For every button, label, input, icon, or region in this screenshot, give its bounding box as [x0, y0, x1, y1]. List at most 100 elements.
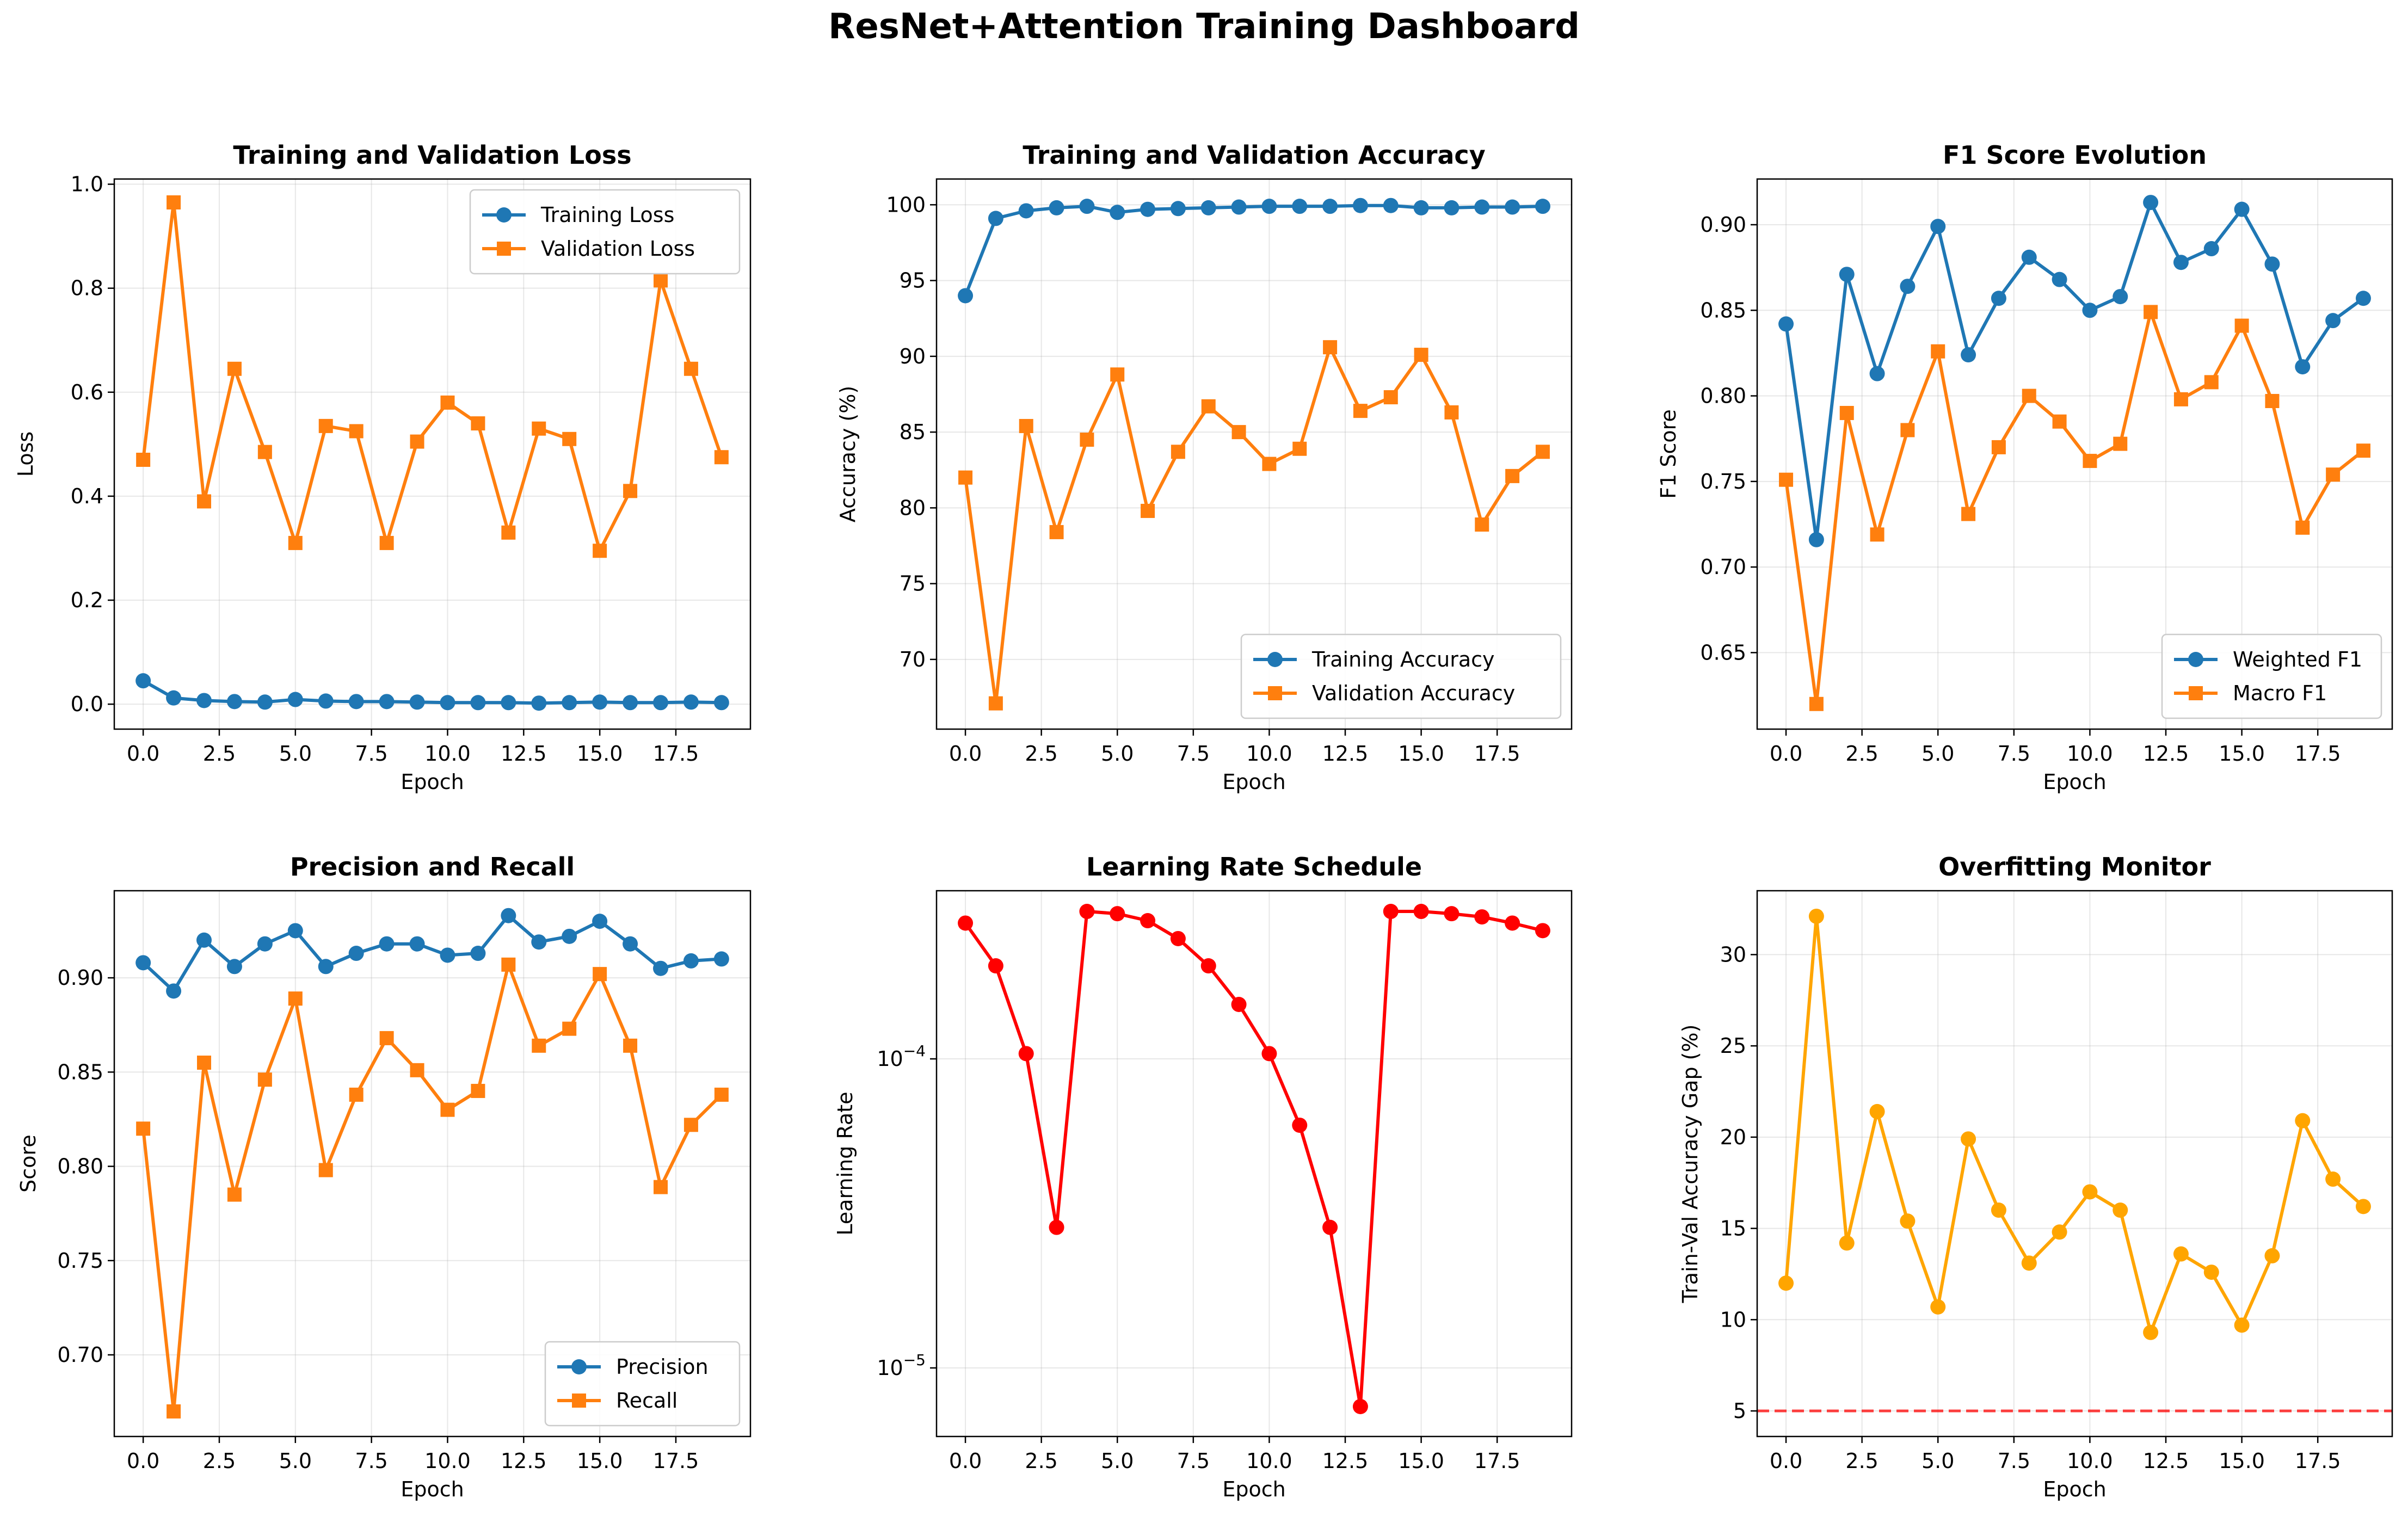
- data-point: [593, 967, 607, 982]
- y-tick-label: 0.90: [1700, 213, 1746, 237]
- y-tick-label: 10−5: [877, 1351, 926, 1380]
- axes-frame: [113, 178, 752, 730]
- x-tick-label: 10.0: [424, 1449, 471, 1473]
- data-point: [683, 1118, 698, 1132]
- data-point: [2326, 467, 2341, 482]
- chart-title: Training and Validation Loss: [233, 140, 631, 170]
- data-point: [1930, 219, 1946, 235]
- y-tick-label: 0.75: [1700, 470, 1746, 494]
- data-point: [1383, 904, 1399, 920]
- data-point: [2355, 291, 2371, 306]
- x-tick-label: 0.0: [127, 1449, 159, 1473]
- x-tick-label: 2.5: [1025, 1449, 1057, 1473]
- data-point: [1140, 913, 1156, 929]
- x-tick-label: 5.0: [1922, 1449, 1954, 1473]
- legend-box: [2161, 633, 2382, 719]
- data-point: [167, 1404, 181, 1419]
- y-tick-label: 30: [1720, 942, 1746, 966]
- legend-label: Precision: [616, 1355, 709, 1379]
- data-point: [988, 211, 1003, 226]
- data-point: [714, 450, 729, 465]
- axes-frame: [1756, 178, 2393, 730]
- data-point: [2144, 305, 2158, 319]
- x-tick-label: 0.0: [1770, 1449, 1802, 1473]
- data-point: [1778, 316, 1794, 332]
- data-point: [136, 453, 151, 467]
- x-tick-label: 2.5: [1025, 742, 1057, 766]
- data-point: [1931, 344, 1945, 359]
- data-point: [1808, 908, 1824, 924]
- data-point: [1322, 1219, 1338, 1235]
- y-tick-label: 0.8: [71, 276, 103, 300]
- data-point: [2083, 454, 2097, 468]
- data-point: [1200, 200, 1216, 215]
- data-point: [1900, 1213, 1916, 1229]
- x-tick-label: 2.5: [1845, 742, 1878, 766]
- series-line: [141, 201, 723, 553]
- chart-panel-3: 0.0 2.5 5.0 7.5 10.0 12.5 15.0 17.5 0.65 0.70 0.75…: [1656, 140, 2393, 794]
- data-point: [470, 946, 486, 961]
- x-tick-label: 7.5: [1998, 1449, 2030, 1473]
- series-line: [1784, 915, 2365, 1334]
- data-point: [2143, 195, 2159, 211]
- data-point: [1505, 468, 1520, 483]
- legend: Precision Recall: [544, 1341, 741, 1427]
- data-point: [2143, 1324, 2159, 1340]
- data-point: [1200, 958, 1216, 974]
- y-tick-label: 0.2: [71, 588, 103, 612]
- x-tick-label: 2.5: [203, 742, 236, 766]
- chart-panel-4: 0.0 2.5 5.0 7.5 10.0 12.5 15.0 17.5 0.70 0.75 0.80…: [16, 852, 752, 1501]
- x-tick-label: 0.0: [1770, 742, 1802, 766]
- data-point: [2052, 272, 2067, 287]
- data-point: [410, 434, 424, 449]
- data-point: [2203, 1265, 2219, 1280]
- data-point: [1049, 525, 1064, 539]
- data-point: [1018, 203, 1034, 219]
- x-tick-label: 5.0: [1101, 742, 1134, 766]
- data-point: [623, 936, 638, 952]
- data-point: [471, 416, 485, 431]
- x-tick-label: 15.0: [577, 742, 623, 766]
- data-point: [2173, 392, 2188, 406]
- y-tick-label: 15: [1720, 1217, 1746, 1241]
- data-point: [2204, 375, 2219, 390]
- data-point: [379, 936, 395, 952]
- chart-panel-2: 0.0 2.5 5.0 7.5 10.0 12.5 15.0 17.5 70 75 80 85 90 95…: [836, 140, 1573, 794]
- series-1: [1778, 195, 2371, 547]
- x-tick-label: 10.0: [2067, 742, 2113, 766]
- data-point: [2052, 414, 2067, 429]
- data-point: [623, 695, 638, 711]
- x-tick-label: 0.0: [949, 742, 982, 766]
- series-1: [136, 908, 729, 999]
- data-point: [1900, 279, 1916, 294]
- legend-box: [1240, 633, 1562, 719]
- data-point: [440, 695, 455, 711]
- x-axis-label: Epoch: [1222, 1477, 1285, 1501]
- data-point: [2082, 1184, 2098, 1200]
- data-point: [1080, 433, 1094, 447]
- dashboard-title: ResNet+Attention Training Dashboard: [828, 7, 1580, 47]
- legend-box: [544, 1341, 741, 1427]
- data-point: [1141, 503, 1155, 518]
- y-tick-label: 70: [900, 648, 926, 671]
- data-point: [409, 936, 425, 952]
- series-line: [964, 346, 1544, 705]
- y-tick-label: 10−4: [877, 1042, 926, 1071]
- data-point: [1535, 445, 1550, 459]
- data-point: [1991, 440, 2006, 454]
- data-point: [227, 1187, 242, 1202]
- data-point: [1352, 1398, 1368, 1414]
- data-point: [1414, 348, 1428, 362]
- y-tick-label: 0.70: [57, 1343, 103, 1367]
- data-point: [1870, 527, 1884, 542]
- series-1: [136, 673, 729, 711]
- series-2: [958, 340, 1550, 711]
- data-point: [1170, 201, 1186, 217]
- series-line: [142, 914, 722, 993]
- data-point: [562, 1021, 577, 1036]
- x-axis-label: Epoch: [401, 770, 464, 794]
- data-point: [958, 915, 974, 931]
- data-point: [1292, 1117, 1308, 1133]
- data-point: [623, 1038, 638, 1053]
- data-point: [562, 695, 577, 711]
